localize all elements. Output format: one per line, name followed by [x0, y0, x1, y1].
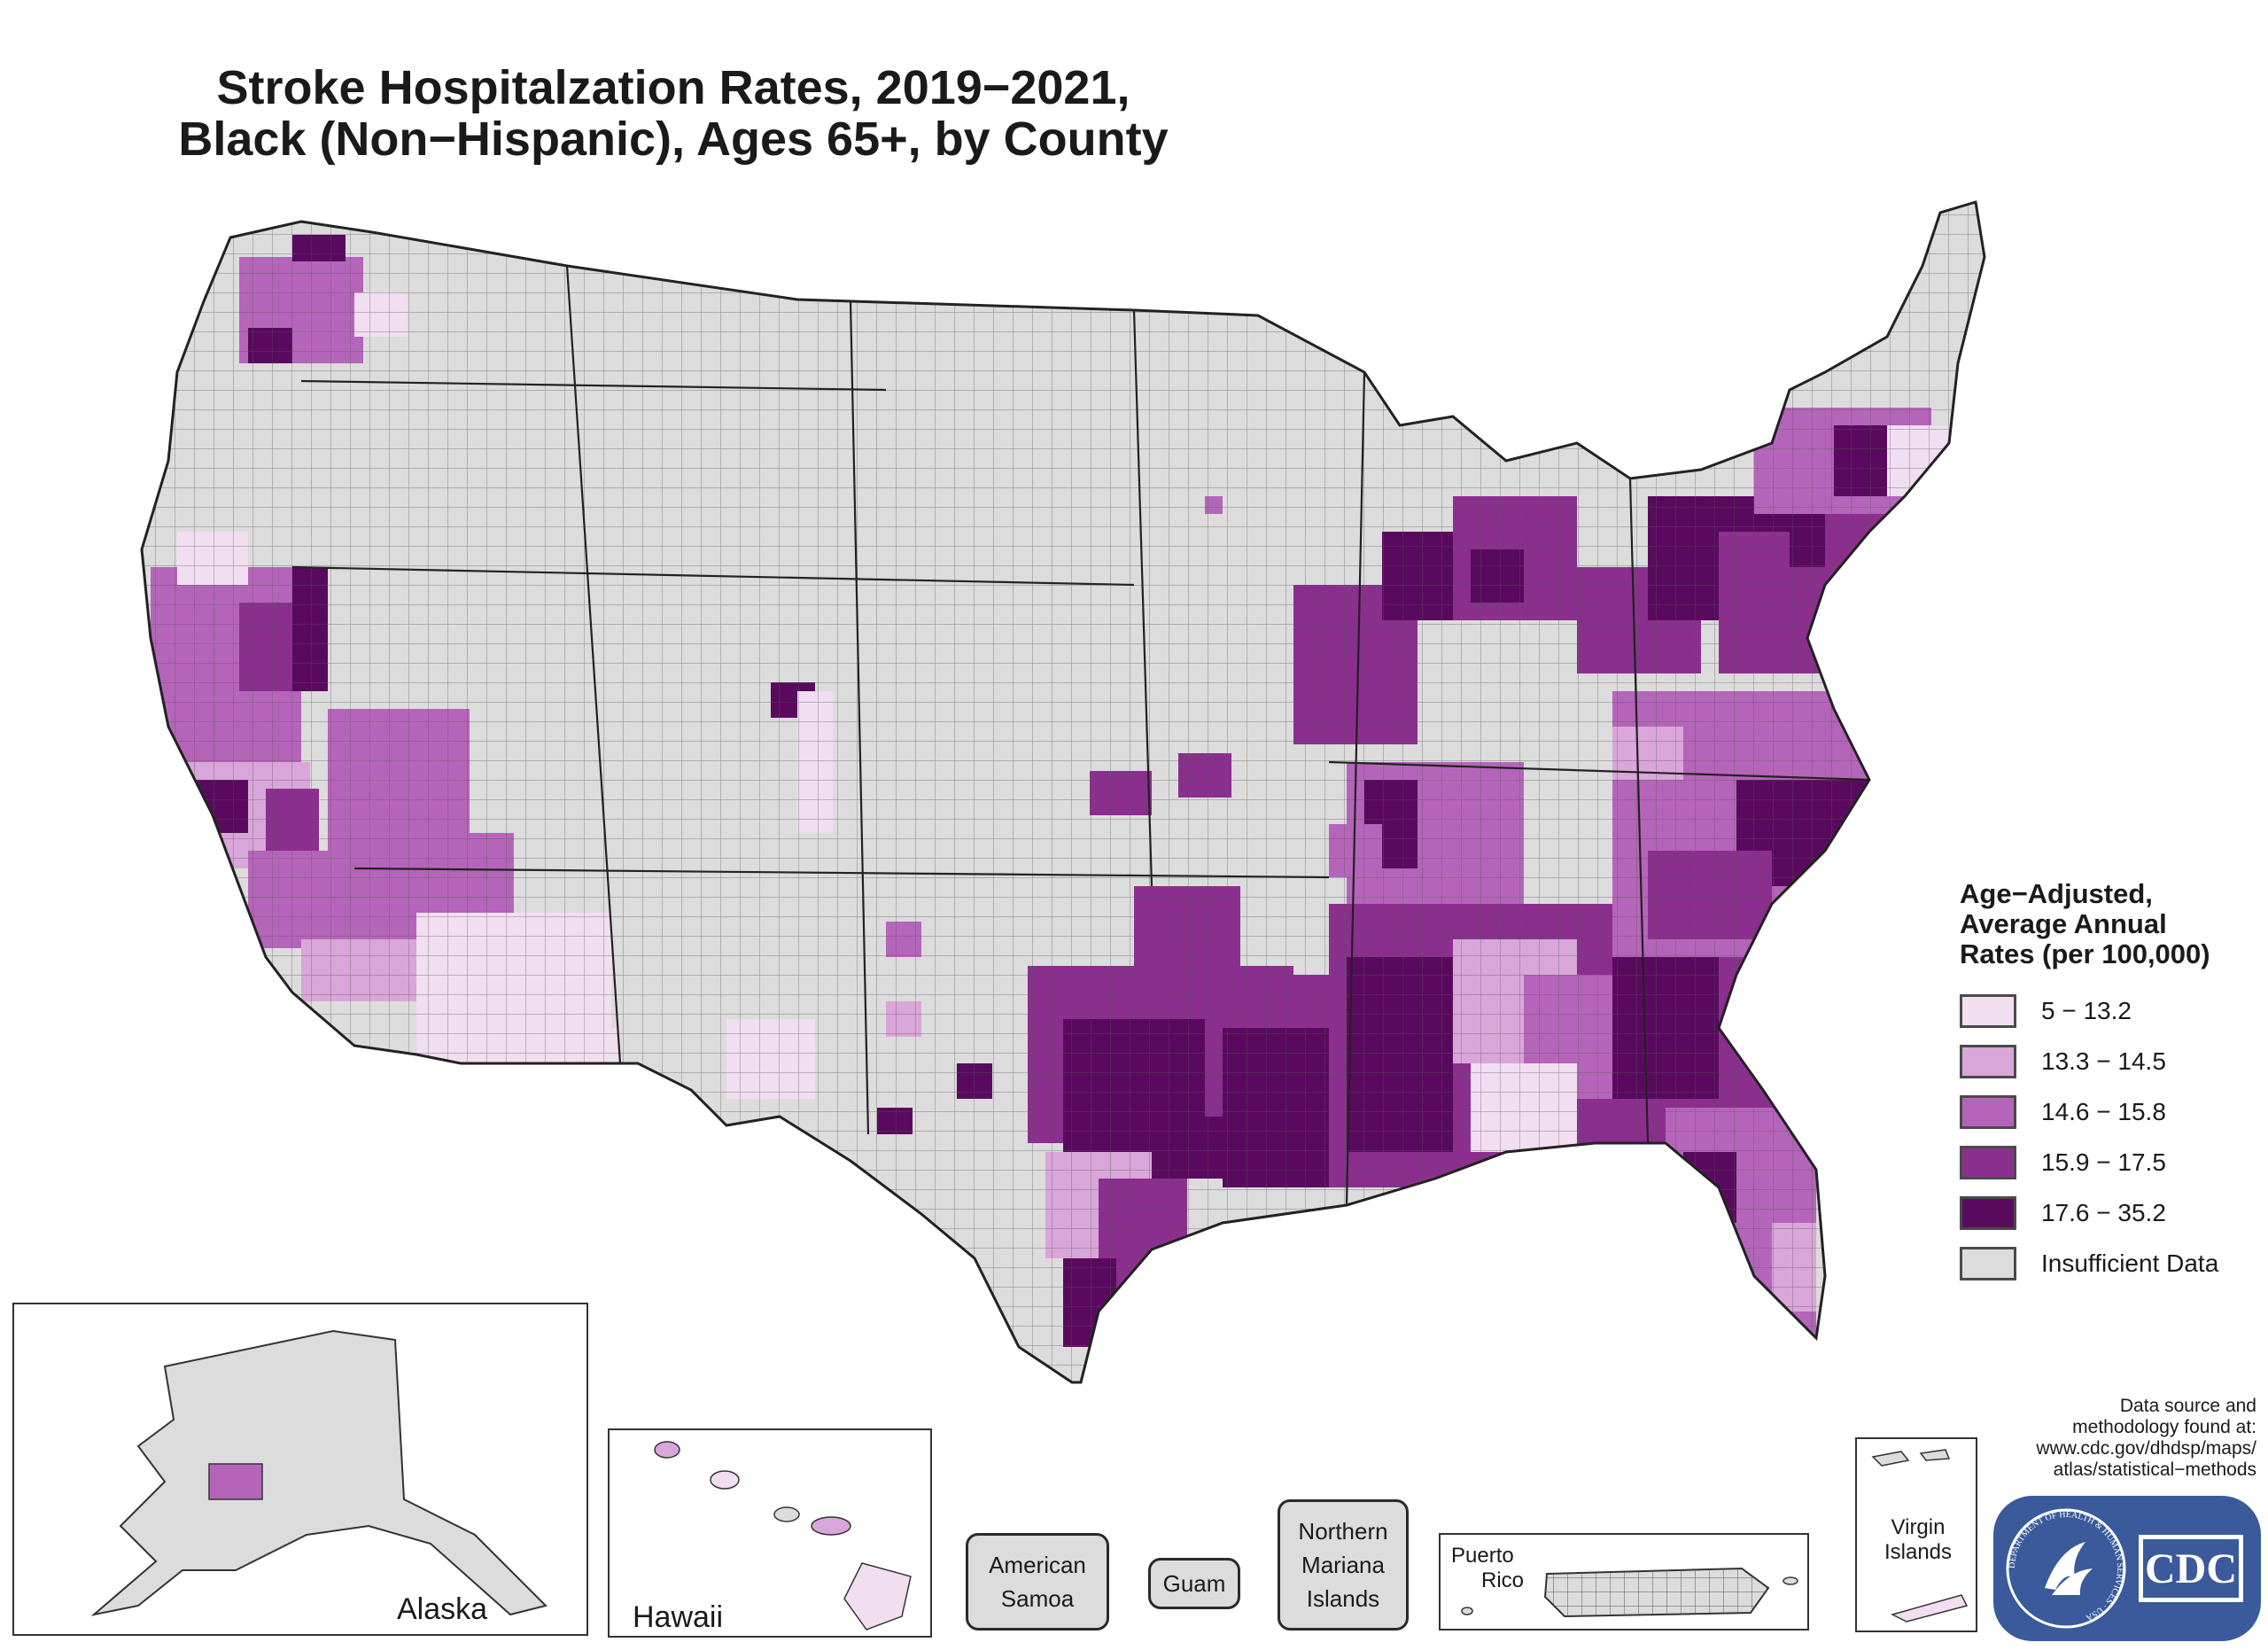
northern-mariana-box: Northern Mariana Islands — [1278, 1499, 1409, 1631]
legend-item: Insufficient Data — [1960, 1238, 2261, 1288]
legend: Age−Adjusted, Average Annual Rates (per … — [1960, 879, 2261, 1288]
puerto-rico-label: Puerto Rico — [1451, 1544, 1525, 1592]
puerto-rico-map — [1461, 1567, 1798, 1618]
state-boundaries — [291, 265, 1870, 1206]
legend-title-line: Rates (per 100,000) — [1960, 938, 2210, 969]
legend-title-line: Average Annual — [1960, 908, 2167, 939]
legend-label: 17.6 − 35.2 — [2041, 1198, 2166, 1226]
legend-swatch — [1960, 1044, 2016, 1078]
source-line: methodology found at: — [2072, 1417, 2256, 1437]
legend-label: 5 − 13.2 — [2041, 996, 2132, 1024]
legend-swatch — [1960, 1246, 2016, 1280]
puerto-rico-inset: Puerto Rico — [1439, 1533, 1809, 1631]
legend-items: 5 − 13.2 13.3 − 14.5 14.6 − 15.8 15.9 − 17.… — [1960, 985, 2261, 1288]
cdc-logo-text: CDC — [2145, 1545, 2237, 1592]
hawaii-inset: Hawaii — [608, 1428, 932, 1638]
map-title-line2: Black (Non−Hispanic), Ages 65+, by Count… — [178, 113, 1169, 166]
hawaii-label: Hawaii — [633, 1600, 724, 1634]
legend-item: 14.6 − 15.8 — [1960, 1086, 2261, 1137]
legend-label: Insufficient Data — [2041, 1249, 2219, 1277]
legend-swatch — [1960, 1094, 2016, 1129]
legend-item: 13.3 − 14.5 — [1960, 1036, 2261, 1086]
virgin-islands-label: Virgin Islands — [1884, 1515, 1953, 1564]
legend-item: 17.6 − 35.2 — [1960, 1187, 2261, 1238]
guam-box: Guam — [1148, 1558, 1240, 1609]
alaska-map — [90, 1329, 548, 1616]
legend-swatch — [1960, 1145, 2016, 1179]
legend-label: 13.3 − 14.5 — [2041, 1047, 2166, 1075]
map-title: Stroke Hospitalzation Rates, 2019−2021, … — [0, 62, 1347, 165]
legend-label: 15.9 − 17.5 — [2041, 1148, 2166, 1176]
northern-mariana-label: Islands — [1306, 1585, 1380, 1612]
legend-item: 15.9 − 17.5 — [1960, 1137, 2261, 1187]
virgin-islands-inset: Virgin Islands — [1855, 1437, 1977, 1632]
legend-swatch — [1960, 1195, 2016, 1230]
northern-mariana-label: Northern — [1298, 1518, 1388, 1545]
source-line: atlas/statistical−methods — [2053, 1459, 2256, 1480]
northern-mariana-label: Mariana — [1301, 1552, 1385, 1578]
legend-title-line: Age−Adjusted, — [1960, 878, 2153, 909]
hawaii-map — [654, 1441, 912, 1631]
alaska-inset: Alaska — [12, 1303, 588, 1636]
legend-swatch — [1960, 993, 2016, 1028]
map-title-line1: Stroke Hospitalzation Rates, 2019−2021, — [216, 61, 1130, 114]
legend-title: Age−Adjusted, Average Annual Rates (per … — [1960, 879, 2261, 969]
american-samoa-label: American — [989, 1552, 1086, 1578]
guam-label: Guam — [1162, 1570, 1226, 1597]
american-samoa-box: American Samoa — [966, 1533, 1109, 1631]
source-line: www.cdc.gov/dhdsp/maps/ — [2036, 1438, 2256, 1459]
american-samoa-label: Samoa — [1000, 1585, 1075, 1612]
county-boundaries — [142, 202, 1984, 1382]
source-line: Data source and — [2119, 1396, 2256, 1416]
hhs-seal-icon: DEPARTMENT OF HEALTH & HUMAN SERVICES · … — [2006, 1508, 2243, 1629]
virgin-islands-map — [1871, 1449, 1969, 1623]
cdc-logo: DEPARTMENT OF HEALTH & HUMAN SERVICES · … — [1993, 1496, 2261, 1641]
data-source-note: Data source and methodology found at: ww… — [2036, 1396, 2256, 1481]
legend-item: 5 − 13.2 — [1960, 985, 2261, 1036]
alaska-label: Alaska — [397, 1592, 488, 1626]
legend-label: 14.6 − 15.8 — [2041, 1097, 2166, 1125]
